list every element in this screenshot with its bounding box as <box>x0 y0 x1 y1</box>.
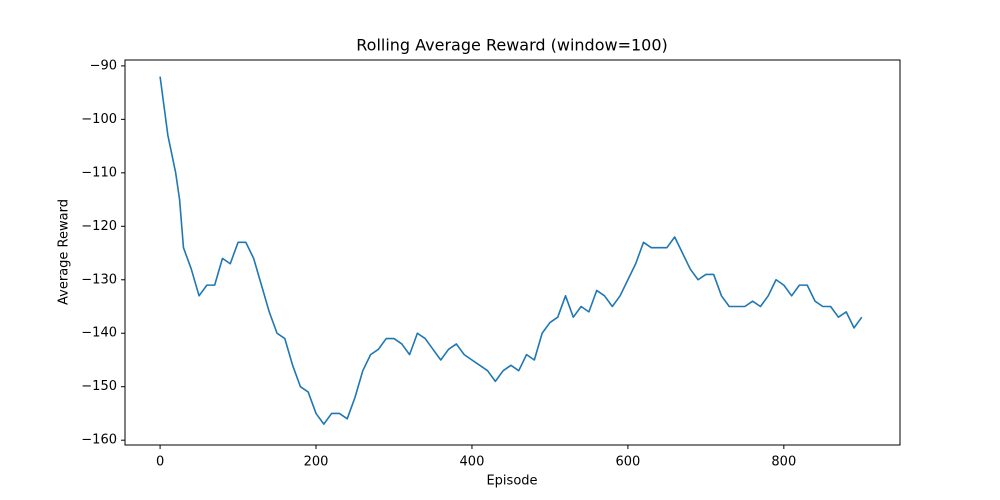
x-tick-label: 600 <box>615 455 640 470</box>
x-tick-label: 800 <box>771 455 796 470</box>
chart-title: Rolling Average Reward (window=100) <box>356 36 668 55</box>
x-tick-label: 200 <box>304 455 329 470</box>
y-tick-label: −130 <box>81 272 117 287</box>
data-line <box>159 76 863 425</box>
x-axis-label: Episode <box>486 474 537 489</box>
y-axis-label: Average Reward <box>57 199 72 305</box>
x-tick-label: 0 <box>156 455 164 470</box>
x-tick-label: 400 <box>460 455 485 470</box>
y-tick-label: −100 <box>81 112 117 127</box>
y-tick-label: −150 <box>81 379 117 394</box>
y-tick-label: −110 <box>81 165 117 180</box>
y-tick-label: −120 <box>81 219 117 234</box>
y-tick-label: −140 <box>81 326 117 341</box>
y-tick-label: −90 <box>90 58 117 73</box>
y-tick-label: −160 <box>81 433 117 448</box>
plot-frame <box>124 59 901 446</box>
